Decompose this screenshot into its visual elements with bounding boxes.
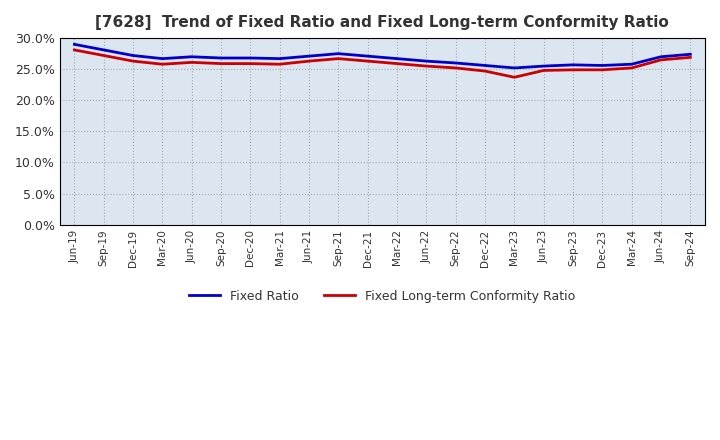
Fixed Long-term Conformity Ratio (686, 55, 695, 60)
Fixed Ratio (539, 63, 548, 69)
Fixed Ratio (598, 63, 607, 68)
Legend: Fixed Ratio, Fixed Long-term Conformity Ratio: Fixed Ratio, Fixed Long-term Conformity … (184, 285, 580, 308)
Fixed Long-term Conformity Ratio (187, 60, 196, 65)
Fixed Long-term Conformity Ratio (598, 67, 607, 73)
Fixed Ratio (246, 55, 255, 61)
Fixed Ratio (217, 55, 225, 61)
Fixed Ratio (99, 47, 108, 52)
Fixed Long-term Conformity Ratio (422, 63, 431, 69)
Fixed Ratio (686, 51, 695, 57)
Fixed Ratio (481, 63, 490, 68)
Fixed Ratio (158, 56, 167, 61)
Fixed Long-term Conformity Ratio (539, 68, 548, 73)
Fixed Long-term Conformity Ratio (99, 53, 108, 58)
Fixed Long-term Conformity Ratio (364, 59, 372, 64)
Fixed Long-term Conformity Ratio (305, 59, 313, 64)
Fixed Ratio (627, 62, 636, 67)
Fixed Long-term Conformity Ratio (158, 62, 167, 67)
Fixed Long-term Conformity Ratio (70, 47, 78, 52)
Fixed Long-term Conformity Ratio (451, 65, 460, 70)
Fixed Ratio (275, 56, 284, 61)
Fixed Long-term Conformity Ratio (481, 69, 490, 74)
Fixed Long-term Conformity Ratio (569, 67, 577, 73)
Fixed Ratio (422, 59, 431, 64)
Fixed Ratio (305, 54, 313, 59)
Fixed Long-term Conformity Ratio (334, 56, 343, 61)
Fixed Long-term Conformity Ratio (275, 62, 284, 67)
Fixed Long-term Conformity Ratio (392, 61, 401, 66)
Fixed Long-term Conformity Ratio (657, 57, 665, 62)
Fixed Ratio (569, 62, 577, 67)
Fixed Long-term Conformity Ratio (627, 65, 636, 70)
Fixed Long-term Conformity Ratio (246, 61, 255, 66)
Fixed Long-term Conformity Ratio (129, 59, 138, 64)
Fixed Ratio (334, 51, 343, 56)
Fixed Ratio (657, 54, 665, 59)
Fixed Ratio (392, 56, 401, 61)
Line: Fixed Ratio: Fixed Ratio (74, 44, 690, 68)
Fixed Ratio (451, 60, 460, 66)
Fixed Ratio (364, 54, 372, 59)
Fixed Long-term Conformity Ratio (510, 75, 518, 80)
Fixed Ratio (70, 42, 78, 47)
Title: [7628]  Trend of Fixed Ratio and Fixed Long-term Conformity Ratio: [7628] Trend of Fixed Ratio and Fixed Lo… (96, 15, 670, 30)
Fixed Ratio (187, 54, 196, 59)
Line: Fixed Long-term Conformity Ratio: Fixed Long-term Conformity Ratio (74, 50, 690, 77)
Fixed Long-term Conformity Ratio (217, 61, 225, 66)
Fixed Ratio (129, 53, 138, 58)
Fixed Ratio (510, 65, 518, 70)
